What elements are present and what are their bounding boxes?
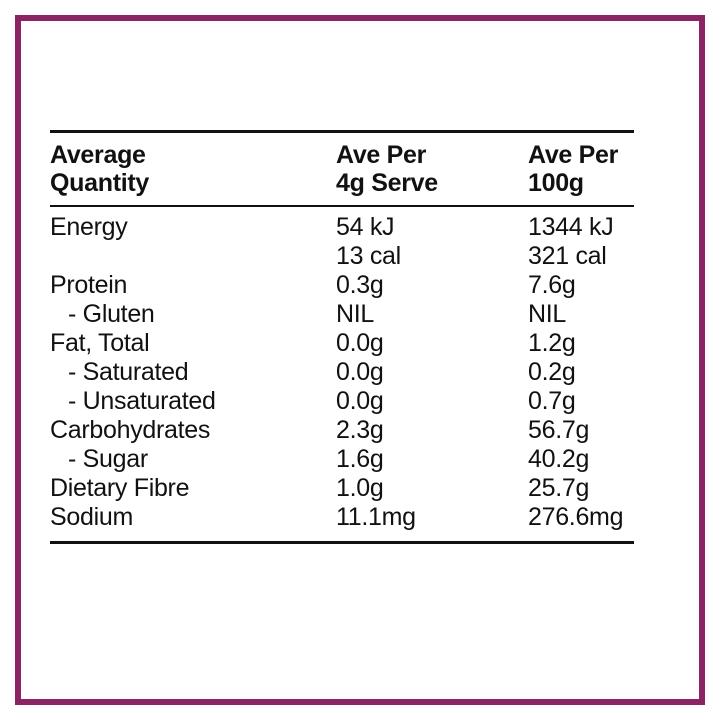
row-serve-value: 13 cal — [336, 242, 401, 270]
row-label: Fat, Total — [50, 329, 150, 357]
nutrition-header: Average Quantity Ave Per 4g Serve Ave Pe… — [50, 133, 634, 205]
row-label: - Sugar — [68, 445, 148, 473]
row-per100-value: 1344 kJ — [528, 213, 614, 241]
row-serve-value: 0.3g — [336, 271, 384, 299]
header-per-serve-line1: Ave Per — [336, 141, 427, 169]
row-per100-value: 56.7g — [528, 416, 590, 444]
header-per-100g-line1: Ave Per — [528, 141, 619, 169]
header-per-100g-line2: 100g — [528, 169, 584, 197]
row-label: - Gluten — [68, 300, 155, 328]
row-label: Sodium — [50, 503, 133, 531]
row-serve-value: 0.0g — [336, 387, 384, 415]
header-per-serve-line2: 4g Serve — [336, 169, 438, 197]
row-per100-value: 7.6g — [528, 271, 576, 299]
header-quantity-line1: Average — [50, 141, 146, 169]
header-per-serve: Ave Per 4g Serve — [336, 141, 528, 197]
row-per100-value: 1.2g — [528, 329, 576, 357]
row-per100-value: NIL — [528, 300, 567, 328]
row-label: - Saturated — [68, 358, 189, 386]
row-per100-value: 276.6mg — [528, 503, 624, 531]
row-per100-value: 25.7g — [528, 474, 590, 502]
row-serve-value: NIL — [336, 300, 375, 328]
row-serve-value: 2.3g — [336, 416, 384, 444]
nutrition-panel: Average Quantity Ave Per 4g Serve Ave Pe… — [50, 130, 634, 544]
row-serve-value: 0.0g — [336, 329, 384, 357]
row-per100-value: 321 cal — [528, 242, 607, 270]
nutrition-rows: Energy 54 kJ 1344 kJ 13 cal 321 cal Prot… — [50, 207, 634, 541]
row-serve-value: 1.0g — [336, 474, 384, 502]
bottom-rule — [50, 541, 634, 544]
header-per-100g: Ave Per 100g — [528, 141, 634, 197]
header-quantity-line2: Quantity — [50, 169, 149, 197]
row-per100-value: 40.2g — [528, 445, 590, 473]
row-serve-value: 1.6g — [336, 445, 384, 473]
header-quantity: Average Quantity — [50, 141, 336, 197]
row-label: Dietary Fibre — [50, 474, 190, 502]
top-rule — [50, 130, 634, 133]
row-label: Energy — [50, 213, 128, 241]
row-label: - Unsaturated — [68, 387, 216, 415]
row-label: Protein — [50, 271, 128, 299]
row-serve-value: 11.1mg — [336, 503, 416, 531]
row-per100-value: 0.7g — [528, 387, 576, 415]
row-label — [50, 242, 336, 271]
row-label: Carbohydrates — [50, 416, 211, 444]
row-per100-value: 0.2g — [528, 358, 576, 386]
header-rule — [50, 205, 634, 207]
row-serve-value: 0.0g — [336, 358, 384, 386]
row-serve-value: 54 kJ — [336, 213, 395, 241]
